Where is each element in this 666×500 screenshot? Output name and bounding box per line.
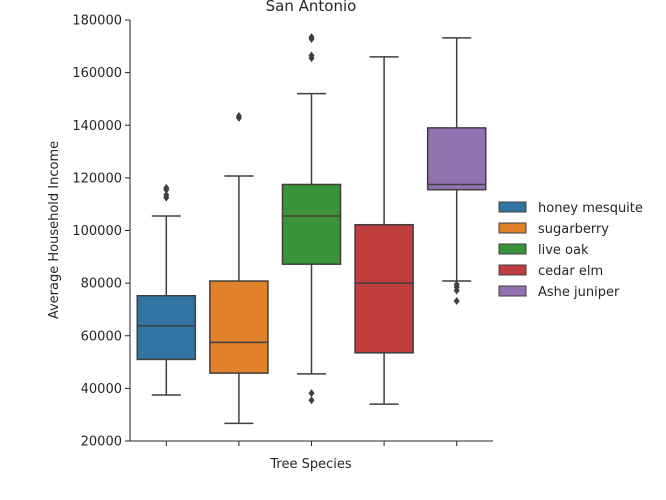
outlier-point (308, 396, 315, 405)
legend-item: honey mesquite (498, 201, 643, 216)
x-axis-label: Tree Species (269, 457, 351, 472)
y-tick-label: 20000 (81, 435, 122, 450)
y-axis-label: Average Household Income (47, 141, 62, 319)
y-tick-label: 60000 (81, 329, 122, 344)
box-sugarberry (209, 112, 269, 425)
box-series-group (136, 33, 487, 425)
legend-swatch (498, 264, 527, 276)
legend-swatch (498, 243, 527, 255)
outlier-point (308, 33, 315, 42)
legend-swatch (498, 201, 527, 213)
legend-label: cedar elm (538, 264, 603, 279)
iqr-box (136, 295, 197, 361)
iqr-box (209, 280, 269, 374)
legend-swatch (498, 285, 527, 297)
outlier-point (308, 389, 315, 398)
y-axis: 20000 40000 60000 80000 100000 120000 140000 16… (72, 14, 131, 450)
legend-swatch (498, 222, 527, 234)
outlier-point (308, 51, 315, 60)
iqr-box (426, 127, 487, 191)
box-live-oak (281, 33, 342, 405)
box-honey-mesquite (136, 183, 197, 396)
box-ashe-juniper (426, 37, 487, 306)
legend-label: live oak (538, 243, 589, 258)
iqr-box (281, 183, 342, 265)
y-tick-label: 140000 (72, 119, 122, 134)
y-tick-label: 160000 (72, 66, 122, 81)
y-tick-label: 180000 (72, 14, 122, 29)
outlier-point (453, 297, 460, 306)
legend-label: sugarberry (538, 222, 609, 237)
outlier-point (163, 183, 170, 192)
y-tick-label: 120000 (72, 171, 122, 186)
legend-label: honey mesquite (538, 201, 643, 216)
legend: honey mesquite sugarberry live oak cedar el… (498, 201, 643, 300)
legend-item: Ashe juniper (498, 285, 620, 300)
legend-label: Ashe juniper (538, 285, 620, 300)
chart-title: San Antonio (266, 0, 357, 15)
outlier-point (163, 190, 170, 199)
x-axis (130, 440, 493, 446)
y-tick-label: 80000 (81, 277, 122, 292)
legend-item: sugarberry (498, 222, 609, 237)
box-cedar-elm (354, 56, 414, 405)
y-tick-label: 100000 (72, 224, 122, 239)
iqr-box (354, 223, 414, 354)
outlier-point (235, 112, 242, 121)
outlier-point (453, 280, 460, 289)
legend-item: live oak (498, 243, 589, 258)
legend-item: cedar elm (498, 264, 603, 279)
y-tick-label: 40000 (81, 382, 122, 397)
